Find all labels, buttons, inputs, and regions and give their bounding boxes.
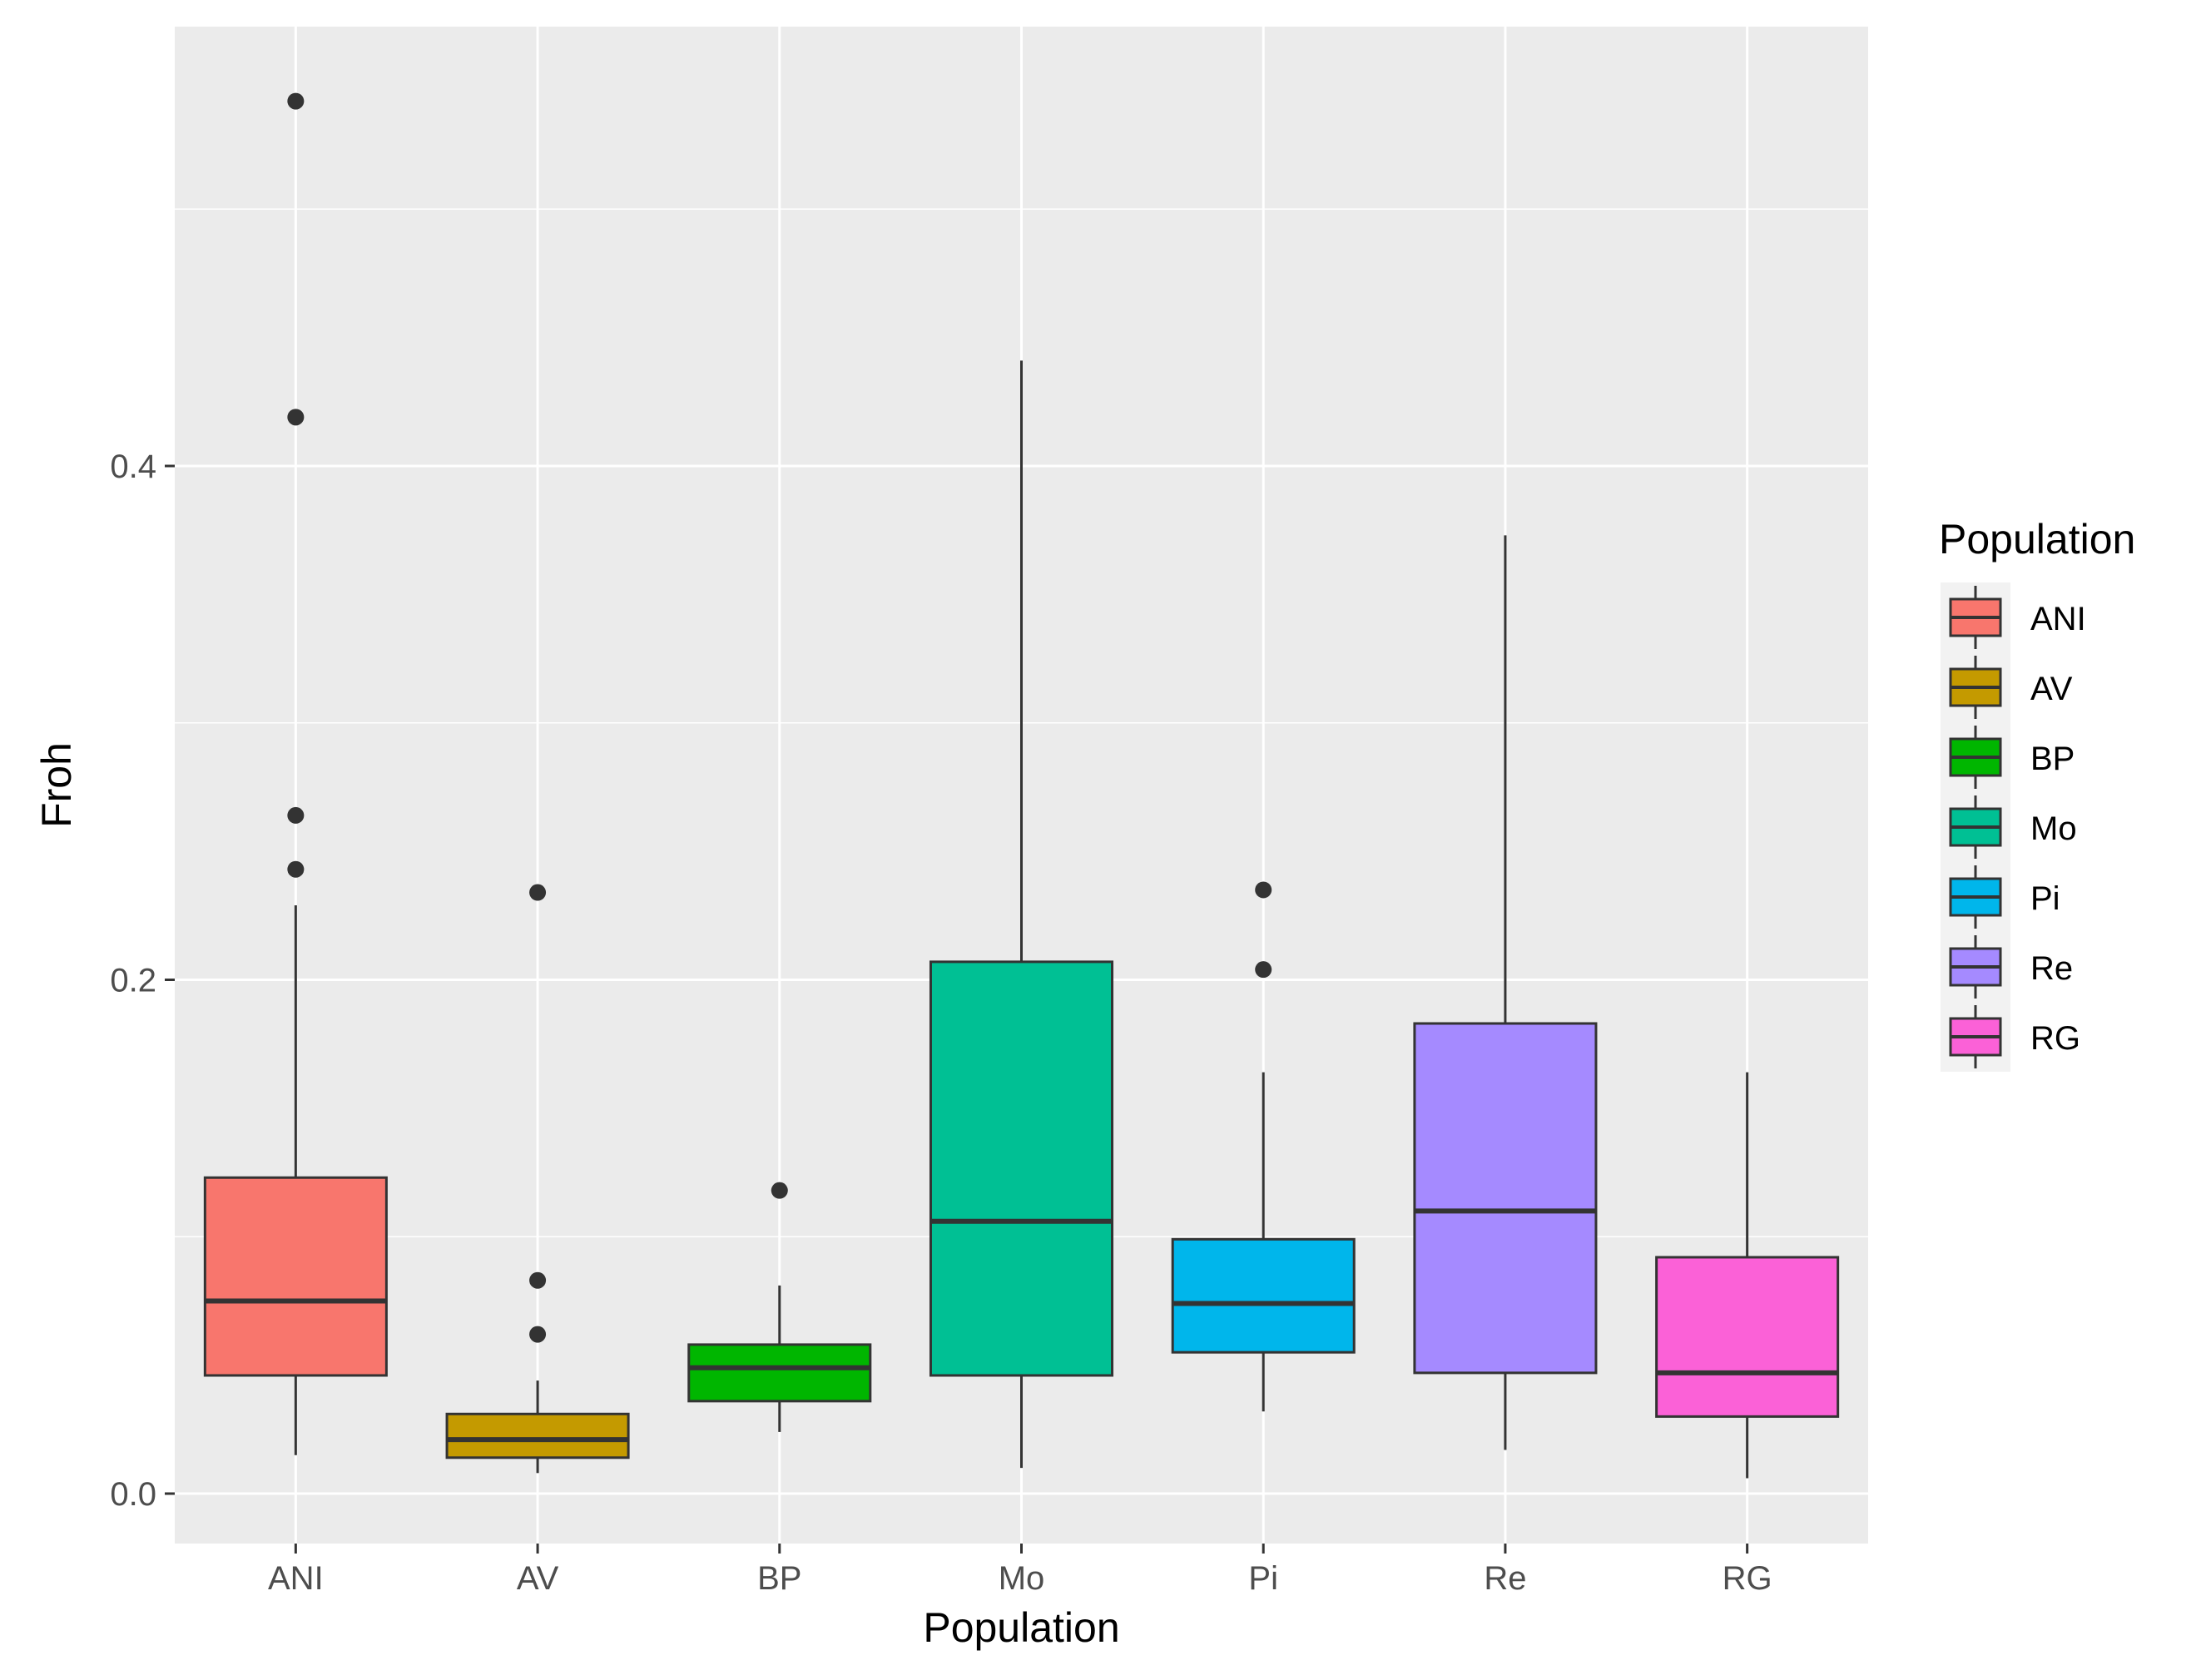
y-axis-ticks: 0.0 0.2 0.4 [110,448,175,1513]
legend-label: RG [2030,1020,2080,1057]
x-tick-label: Pi [1248,1560,1278,1597]
box-rg [1655,1072,1840,1479]
iqr-box [1413,1022,1598,1375]
x-tick-label: BP [757,1560,801,1597]
legend-item-mo: Mo [1949,795,2077,859]
iqr-box [445,1412,630,1459]
outlier-point [1255,961,1272,979]
box-bp [687,1182,872,1432]
box-av [445,884,630,1474]
outlier-point [1255,881,1272,899]
x-tick-label: Mo [999,1560,1045,1597]
x-axis-title: Population [923,1604,1119,1651]
x-tick-label: AV [517,1560,559,1597]
legend-item-bp: BP [1949,726,2075,789]
iqr-box [1655,1256,1840,1418]
y-axis-title: Froh [33,742,80,828]
legend-item-rg: RG [1949,1005,2080,1068]
legend-item-av: AV [1949,656,2073,719]
legend: Population ANI AV BP Mo Pi Re RG [1939,516,2135,1072]
y-tick-label: 0.4 [110,448,156,485]
legend-item-re: Re [1949,935,2073,999]
outlier-point [287,409,305,426]
iqr-box [929,960,1114,1377]
iqr-box [687,1343,872,1403]
iqr-box [203,1176,388,1377]
legend-label: Mo [2030,810,2077,847]
box-re [1413,535,1598,1450]
outlier-point [529,1271,547,1289]
legend-items: ANI AV BP Mo Pi Re RG [1949,586,2086,1068]
outlier-point [287,860,305,878]
legend-label: AV [2030,671,2073,707]
box-pi [1171,881,1356,1412]
outlier-point [287,806,305,824]
outlier-point [529,884,547,901]
x-tick-label: ANI [268,1560,324,1597]
legend-title: Population [1939,516,2135,562]
y-tick-label: 0.0 [110,1476,156,1513]
x-tick-label: Re [1484,1560,1526,1597]
outlier-point [529,1326,547,1343]
legend-label: Re [2030,950,2073,987]
x-tick-label: RG [1723,1560,1772,1597]
box-mo [929,360,1114,1469]
legend-label: BP [2030,741,2075,777]
y-tick-label: 0.2 [110,963,156,999]
x-axis-ticks: ANI AV BP Mo Pi Re RG [268,1544,1772,1597]
outlier-point [287,92,305,110]
legend-item-pi: Pi [1949,865,2060,929]
iqr-box [1171,1237,1356,1354]
legend-label: Pi [2030,880,2060,917]
outlier-point [771,1182,788,1199]
legend-label: ANI [2030,601,2086,637]
boxes [203,92,1840,1479]
box-ani [203,92,388,1455]
legend-item-ani: ANI [1949,586,2086,649]
